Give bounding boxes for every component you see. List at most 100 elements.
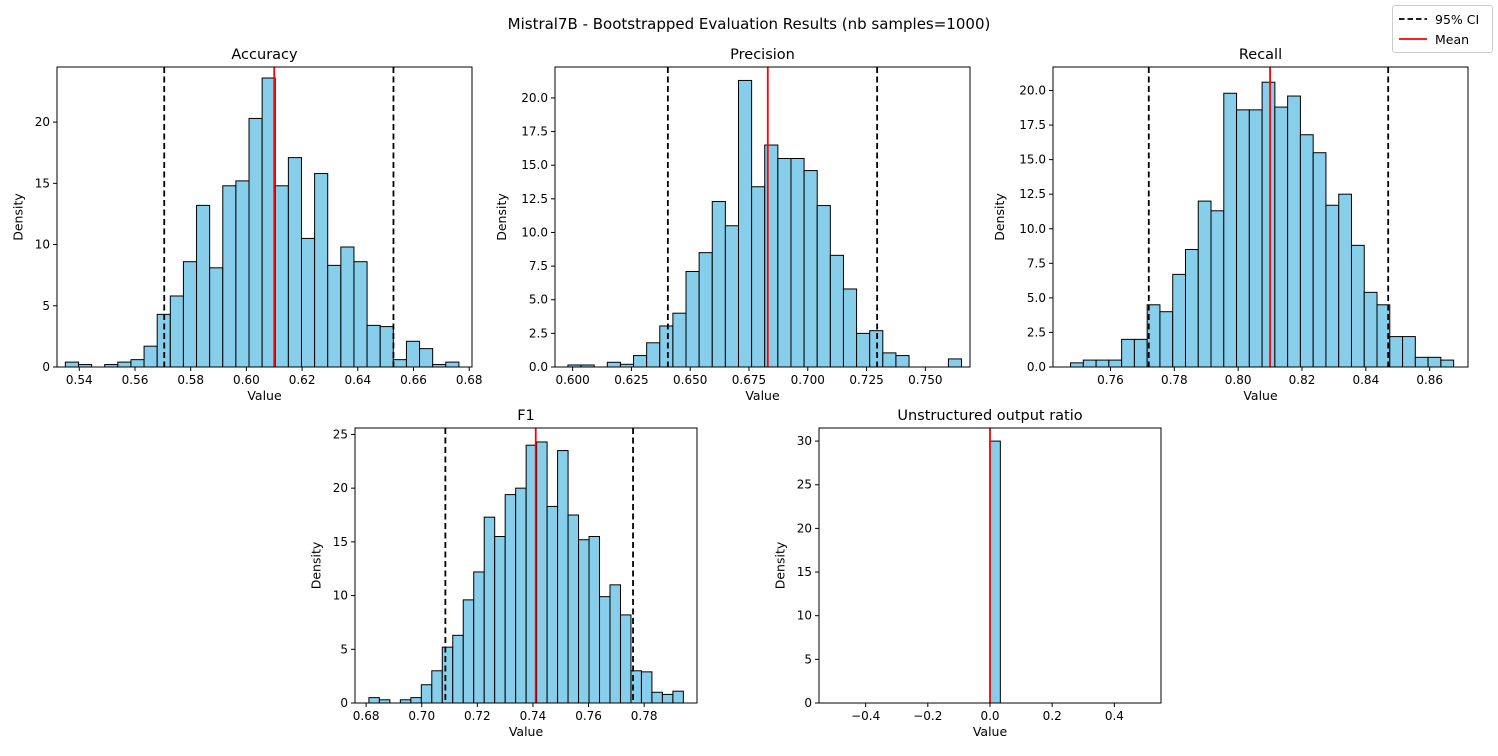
x-tick-label: 0.80	[1225, 373, 1252, 387]
histogram-bar	[420, 684, 433, 704]
x-tick-label: −0.4	[851, 709, 880, 723]
y-tick-label: 0	[804, 696, 812, 710]
x-tick-label: 0.76	[575, 709, 602, 723]
figure-suptitle: Mistral7B - Bootstrapped Evaluation Resu…	[507, 15, 991, 33]
histogram-bar	[764, 144, 779, 368]
histogram-bar	[196, 204, 211, 368]
y-tick-label: 0.0	[1027, 360, 1046, 374]
histogram-bar	[405, 340, 421, 368]
histogram-bar	[366, 324, 381, 368]
x-axis-label: Value	[745, 388, 780, 403]
histogram-bar	[462, 599, 475, 704]
histogram-bar	[287, 157, 302, 368]
x-tick-label: 0.725	[849, 373, 883, 387]
histogram-bar	[698, 252, 713, 368]
histogram-bar	[1133, 338, 1148, 368]
histogram-bar	[829, 254, 844, 368]
chart-title: Accuracy	[231, 47, 298, 63]
y-tick-label: 2.5	[1027, 325, 1046, 339]
histogram-bar	[651, 691, 663, 704]
histogram-bar	[606, 361, 621, 368]
histogram-bar	[803, 170, 818, 368]
y-tick-label: 25	[333, 427, 348, 441]
histogram-bar	[1070, 362, 1084, 368]
x-tick-label: 0.4	[1105, 709, 1124, 723]
histogram-bar	[1197, 200, 1212, 368]
histogram-bar	[546, 505, 559, 704]
y-tick-label: 5	[42, 299, 50, 313]
y-tick-label: 12.5	[1019, 187, 1046, 201]
x-tick-label: 0.86	[1416, 373, 1443, 387]
histogram-bar	[182, 261, 198, 368]
histogram-bar	[1287, 95, 1301, 368]
histogram-bar	[340, 246, 355, 368]
y-tick-label: 17.5	[521, 125, 548, 139]
x-tick-label: 0.675	[732, 373, 766, 387]
histogram-bar	[1312, 152, 1327, 368]
legend-mean-swatch	[1399, 38, 1427, 40]
histogram-bar	[1440, 359, 1455, 368]
x-tick-label: 0.0	[980, 709, 999, 723]
x-tick-label: 0.84	[1352, 373, 1379, 387]
histogram-bar	[1261, 81, 1276, 368]
histogram-bar	[314, 173, 329, 368]
x-tick-label: 0.78	[1161, 373, 1188, 387]
histogram-bar	[300, 237, 316, 368]
histogram-bar	[1350, 244, 1365, 368]
histogram-bar	[557, 450, 569, 704]
chart-title: Precision	[730, 47, 795, 63]
y-axis-label: Density	[773, 541, 788, 589]
x-tick-label: 0.68	[353, 709, 380, 723]
histogram-bar	[1121, 338, 1135, 368]
y-tick-label: 0	[340, 696, 348, 710]
histogram-bar	[248, 117, 263, 368]
histogram-bar	[1248, 109, 1263, 368]
y-tick-label: 5	[340, 642, 348, 656]
histogram-bar	[1172, 273, 1186, 368]
y-tick-label: 5	[804, 652, 812, 666]
x-tick-label: 0.66	[400, 373, 427, 387]
histogram-bar	[1402, 336, 1416, 368]
histogram-bar	[1338, 193, 1352, 368]
histogram-bar	[392, 359, 407, 368]
y-tick-label: 10	[797, 609, 812, 623]
y-tick-label: 10.0	[1019, 222, 1046, 236]
histogram-bar	[445, 361, 460, 368]
histogram-bar	[473, 571, 485, 704]
x-tick-label: 0.70	[408, 709, 435, 723]
histogram-bar	[599, 596, 611, 704]
y-tick-label: 20	[797, 521, 812, 535]
y-tick-label: 17.5	[1019, 118, 1046, 132]
chart-panel-1: 0.600 0.625 0.650 0.675 0.700 0.725 0.750 0.0 2.…	[494, 47, 971, 403]
histogram-bar	[947, 358, 963, 368]
histogram-bar	[156, 313, 171, 368]
histogram-bar	[659, 325, 674, 368]
x-axis-label: Value	[973, 724, 1008, 739]
histogram-bar	[989, 440, 1001, 704]
x-tick-label: 0.700	[791, 373, 825, 387]
histogram-bar	[895, 355, 910, 368]
y-tick-label: 10.0	[521, 225, 548, 239]
x-tick-label: 0.82	[1289, 373, 1316, 387]
y-tick-label: 10	[35, 238, 50, 252]
y-tick-label: 15	[333, 535, 348, 549]
x-tick-label: 0.750	[908, 373, 942, 387]
histogram-bar	[431, 670, 443, 704]
histogram-bar	[419, 348, 434, 368]
histogram-bar	[578, 539, 590, 704]
histogram-bar	[1184, 248, 1199, 368]
histogram-bar	[882, 352, 897, 368]
histogram-bar	[633, 355, 648, 368]
x-tick-label: 0.625	[614, 373, 648, 387]
x-tick-label: 0.58	[177, 373, 204, 387]
x-tick-label: 0.74	[520, 709, 547, 723]
chart-panel-0: 0.54 0.56 0.58 0.60 0.62 0.64 0.66 0.68 0 5 10 15 20…	[11, 47, 483, 403]
histogram-bar	[567, 514, 580, 704]
x-tick-label: 0.54	[66, 373, 93, 387]
chart-title: F1	[517, 408, 535, 424]
chart-panel-4: −0.4 −0.2 0.0 0.2 0.4 0 5 10 15 20 25 30 Unstructure…	[773, 408, 1162, 739]
x-axis-label: Value	[247, 388, 282, 403]
axes-frame	[1052, 66, 1469, 368]
legend: 95% CI Mean	[1392, 5, 1493, 53]
